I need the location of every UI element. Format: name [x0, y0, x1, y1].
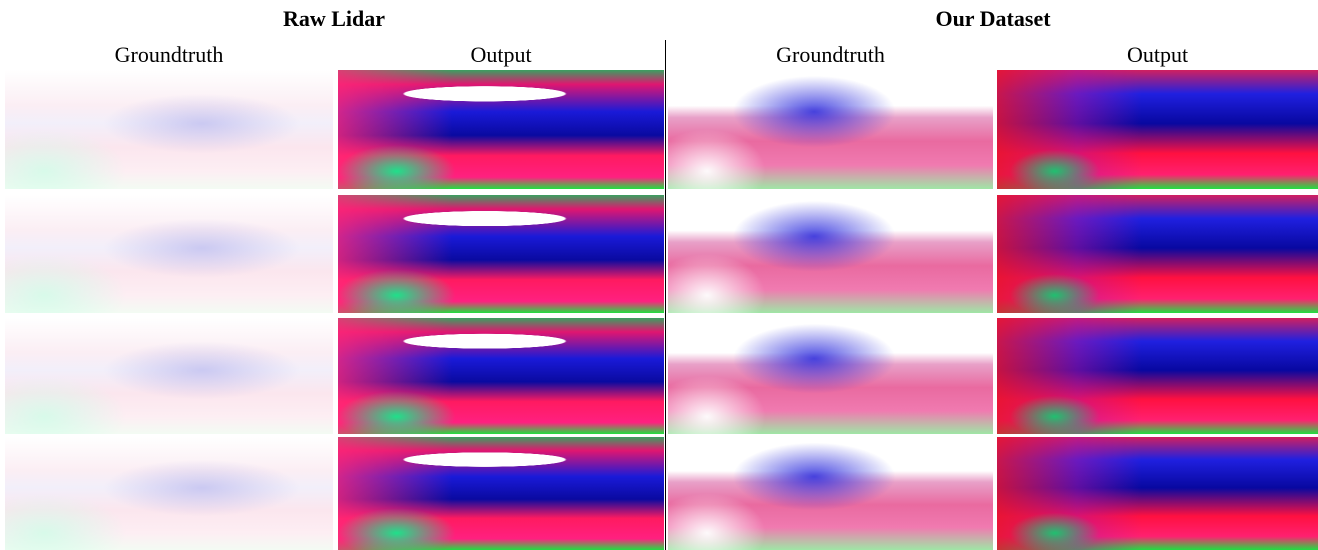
figure-page: Raw Lidar Our Dataset Groundtruth Output… [0, 0, 1318, 550]
output-image [338, 318, 664, 434]
column-label: Groundtruth [668, 42, 993, 68]
output-image [338, 437, 664, 550]
divider [665, 40, 666, 550]
output-image [997, 70, 1318, 189]
groundtruth-image [5, 195, 333, 313]
groundtruth-image [5, 318, 333, 434]
column-label: Output [997, 42, 1318, 68]
output-image [997, 195, 1318, 313]
groundtruth-image [668, 70, 993, 189]
groundtruth-image [668, 437, 993, 550]
groundtruth-image [5, 70, 333, 189]
output-image [338, 70, 664, 189]
group-title: Raw Lidar [5, 6, 663, 32]
groundtruth-image [668, 195, 993, 313]
group-title: Our Dataset [668, 6, 1318, 32]
output-image [997, 437, 1318, 550]
groundtruth-image [668, 318, 993, 434]
output-image [997, 318, 1318, 434]
column-label: Output [338, 42, 664, 68]
groundtruth-image [5, 437, 333, 550]
column-label: Groundtruth [5, 42, 333, 68]
output-image [338, 195, 664, 313]
